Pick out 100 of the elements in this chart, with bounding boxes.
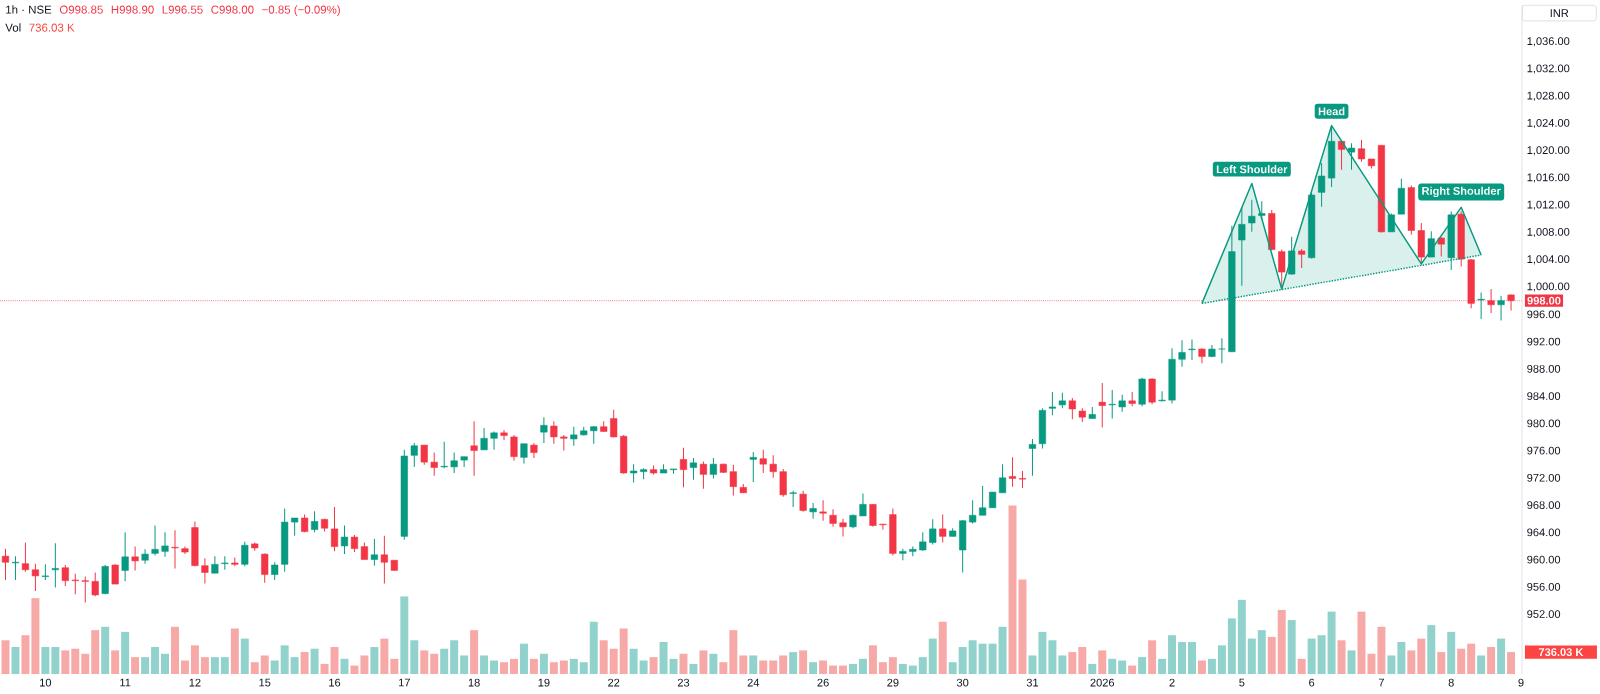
bar: [290, 657, 299, 674]
candlestick: [679, 447, 688, 488]
annotation: −0.85 (−0.09%): [262, 5, 340, 16]
bar: [878, 662, 887, 674]
bar: [1317, 635, 1326, 674]
y-tick-label: 1,000.00: [1527, 282, 1570, 292]
bar: [310, 648, 319, 674]
bar: [21, 635, 30, 674]
x-tick-label: 17: [398, 678, 410, 687]
bar: [888, 657, 897, 674]
bar: [539, 653, 548, 674]
bar: [91, 630, 100, 674]
x-tick-label: 29: [887, 678, 899, 687]
bar: [330, 647, 339, 674]
bar: [111, 650, 120, 674]
candlestick: [699, 460, 707, 490]
bar: [1168, 635, 1177, 674]
annotation: L996.55: [162, 5, 203, 14]
candlestick: [1357, 139, 1366, 163]
bar: [998, 626, 1007, 674]
candlestick: [1278, 249, 1286, 288]
candlestick: [1048, 391, 1056, 416]
bar: [1387, 655, 1396, 674]
bar: [340, 658, 349, 674]
bar: [171, 626, 179, 674]
bar: [799, 650, 808, 674]
bar: [819, 660, 828, 674]
y-tick-label: 1,016.00: [1527, 173, 1570, 183]
candlestick: [370, 538, 378, 567]
bar: [400, 596, 409, 674]
candlestick: [430, 452, 438, 477]
bar: [649, 657, 658, 674]
bar: [380, 638, 389, 674]
bar: [1397, 641, 1406, 674]
candlestick: [31, 563, 39, 592]
bar: [689, 663, 698, 674]
bar: [510, 658, 518, 674]
y-tick-label: 960.00: [1527, 555, 1561, 564]
bar: [190, 645, 199, 674]
bar: [210, 657, 219, 674]
candlestick: [1318, 162, 1326, 208]
bar: [51, 647, 60, 674]
bar: [1197, 660, 1206, 674]
candlestick: [859, 492, 867, 517]
y-tick-label: 984.00: [1527, 392, 1561, 400]
candlestick: [610, 409, 618, 439]
bar: [719, 662, 728, 674]
bar: [1247, 638, 1256, 674]
y-tick-label: 1,004.00: [1527, 255, 1570, 265]
candlestick: [809, 502, 817, 520]
bar: [1337, 640, 1346, 674]
candlestick: [779, 468, 787, 498]
candlestick: [380, 535, 388, 584]
candlestick: [211, 555, 219, 574]
candlestick: [998, 463, 1007, 494]
y-tick-label: 988.00: [1527, 364, 1561, 373]
y-tick-label: 980.00: [1527, 419, 1561, 428]
annotation: 736.03 K: [29, 23, 75, 32]
x-tick-label: 8: [1448, 678, 1454, 687]
y-tick-label: 1,012.00: [1527, 200, 1570, 210]
candlestick: [520, 443, 528, 464]
bar: [1108, 658, 1117, 674]
candlestick: [1248, 199, 1256, 233]
candlestick: [241, 541, 249, 567]
candlestick: [330, 506, 339, 552]
bar: [1207, 658, 1216, 674]
annotation: Right Shoulder: [1422, 186, 1501, 198]
y-tick-label: 1,008.00: [1527, 227, 1570, 238]
bar: [1417, 638, 1426, 674]
bar: [1227, 618, 1236, 674]
candlestick: [161, 531, 169, 558]
bar: [1307, 638, 1316, 674]
bar: [1217, 645, 1226, 674]
bar: [759, 660, 768, 674]
candlestick: [410, 442, 418, 468]
x-tick-label: 6: [1309, 678, 1315, 687]
bar: [1038, 631, 1047, 674]
bar: [101, 626, 110, 674]
bar: [1437, 652, 1446, 674]
annotation: Head: [1318, 107, 1345, 116]
bar: [938, 621, 947, 674]
candlestick: [111, 563, 119, 585]
x-tick-label: 31: [1026, 678, 1039, 687]
bar: [1267, 636, 1276, 674]
bar: [769, 660, 778, 674]
bar: [569, 658, 578, 674]
bar: [709, 653, 718, 674]
bar: [1078, 647, 1087, 674]
x-tick-label: 19: [538, 678, 550, 687]
bar: [978, 643, 987, 674]
candlestick: [510, 434, 518, 462]
bar: [739, 655, 748, 674]
bar: [599, 640, 608, 674]
y-tick-label: 956.00: [1527, 582, 1561, 591]
bar: [1427, 625, 1436, 674]
candlestick: [121, 531, 129, 582]
candlestick: [689, 457, 698, 481]
y-tick-label: 1,028.00: [1527, 91, 1570, 101]
bar: [1257, 630, 1266, 674]
bar: [699, 650, 708, 674]
